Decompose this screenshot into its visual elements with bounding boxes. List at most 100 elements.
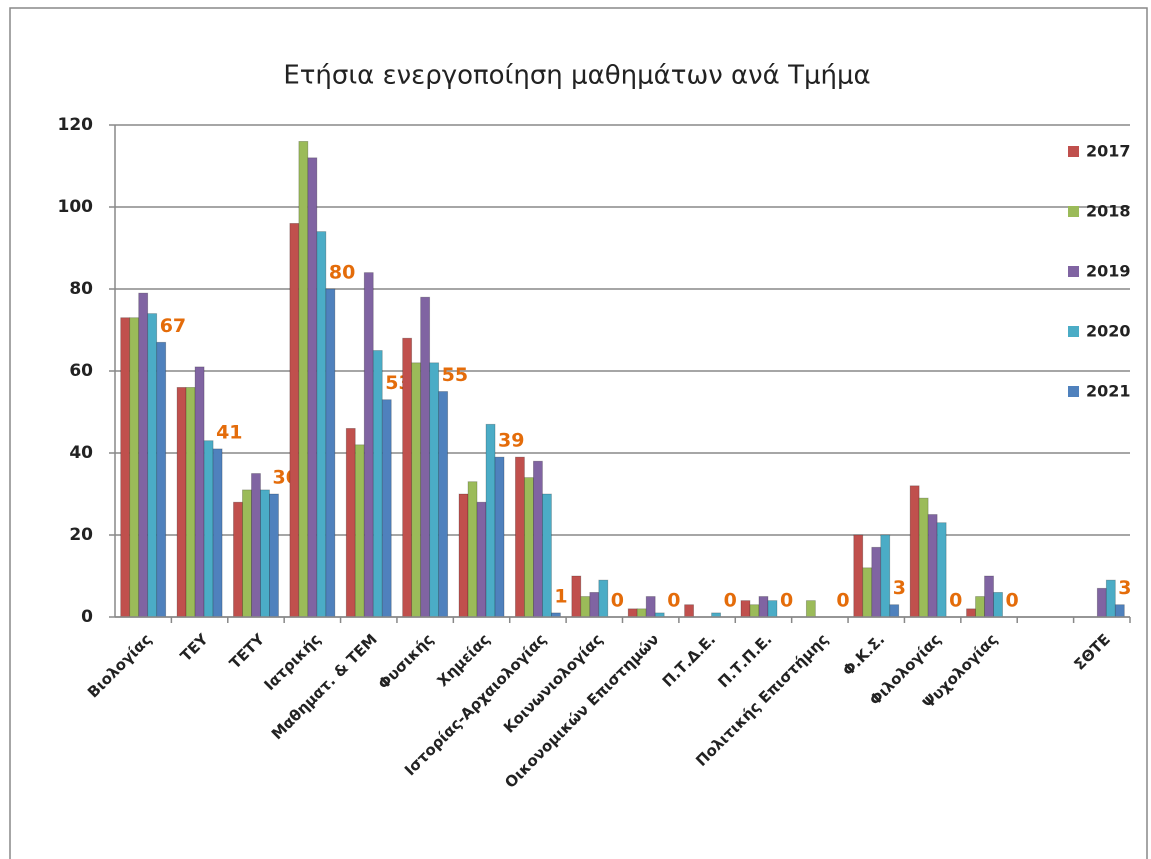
- bar: [684, 604, 694, 618]
- y-tick-label: 60: [69, 361, 93, 381]
- bar: [260, 489, 270, 618]
- bar: [1105, 579, 1116, 618]
- bar: [542, 493, 552, 618]
- bar: [289, 222, 300, 618]
- bar: [515, 456, 525, 618]
- data-label: 1: [554, 585, 567, 607]
- bar: [307, 157, 318, 618]
- bar: [176, 386, 187, 618]
- bar: [298, 140, 309, 618]
- data-label: 41: [216, 421, 242, 443]
- bar: [889, 604, 900, 618]
- bar: [212, 448, 223, 618]
- bar: [993, 592, 1003, 618]
- bar: [363, 272, 374, 618]
- data-label: 0: [780, 590, 793, 612]
- legend-swatch: [1068, 266, 1079, 277]
- bar: [156, 341, 167, 618]
- bar: [936, 522, 947, 618]
- bar: [927, 514, 938, 618]
- bar: [411, 362, 422, 618]
- bar: [627, 608, 638, 618]
- bar: [438, 391, 449, 618]
- bar: [402, 337, 413, 618]
- bar: [805, 600, 816, 618]
- bar: [269, 493, 279, 618]
- legend-label: 2020: [1086, 322, 1131, 341]
- bar: [758, 596, 769, 618]
- bar: [749, 604, 760, 618]
- y-tick-label: 20: [69, 525, 93, 545]
- legend-label: 2018: [1086, 202, 1131, 221]
- bar: [909, 485, 920, 618]
- data-label: 55: [442, 364, 468, 386]
- legend-swatch: [1068, 386, 1079, 397]
- bar: [467, 481, 478, 618]
- data-label: 0: [667, 590, 680, 612]
- legend-label: 2017: [1086, 142, 1131, 161]
- bar: [524, 477, 534, 618]
- bar: [185, 386, 196, 618]
- chart-title: Ετήσια ενεργοποίηση μαθημάτων ανά Τμήμα: [283, 61, 870, 91]
- legend-swatch: [1068, 206, 1079, 217]
- legend-label: 2019: [1086, 262, 1131, 281]
- data-label: 0: [724, 590, 737, 612]
- bar: [354, 444, 365, 618]
- data-label: 0: [611, 590, 624, 612]
- y-tick-label: 120: [58, 115, 94, 135]
- bar: [533, 460, 543, 618]
- bar: [420, 296, 431, 618]
- bar: [251, 473, 261, 618]
- bar: [194, 366, 205, 618]
- bar: [120, 317, 131, 618]
- bar: [1096, 587, 1107, 618]
- bar: [345, 427, 356, 618]
- bar: [138, 292, 149, 618]
- y-tick-label: 0: [81, 607, 93, 627]
- bar: [740, 600, 751, 618]
- data-label: 80: [329, 262, 355, 284]
- bar: [485, 423, 496, 618]
- data-label: 0: [836, 590, 849, 612]
- y-tick-label: 40: [69, 443, 93, 463]
- legend-swatch: [1068, 146, 1079, 157]
- bar: [429, 362, 440, 618]
- bar: [571, 575, 582, 618]
- bar: [494, 456, 505, 618]
- bar: [203, 440, 214, 618]
- bar: [147, 313, 158, 618]
- bar: [918, 497, 929, 618]
- bar: [476, 501, 487, 618]
- bar: [580, 596, 591, 618]
- bar: [853, 534, 864, 618]
- bar: [233, 501, 243, 618]
- bar: [984, 575, 994, 618]
- bar: [645, 596, 656, 618]
- bar: [458, 493, 469, 618]
- bar: [589, 592, 600, 618]
- bar: [871, 546, 882, 618]
- bar: [966, 608, 976, 618]
- legend-swatch: [1068, 326, 1079, 337]
- bar: [880, 534, 891, 618]
- bar: [767, 600, 778, 618]
- y-tick-label: 80: [69, 279, 93, 299]
- data-label: 0: [949, 590, 962, 612]
- y-tick-label: 100: [58, 197, 94, 217]
- data-label: 39: [498, 430, 524, 452]
- data-label: 3: [1118, 577, 1131, 599]
- legend-label: 2021: [1086, 382, 1131, 401]
- bar: [862, 567, 873, 618]
- bar: [129, 317, 140, 618]
- bar: [975, 596, 985, 618]
- data-label: 0: [1006, 590, 1019, 612]
- bar: [242, 489, 252, 618]
- bar: [316, 231, 327, 618]
- bar: [598, 579, 609, 618]
- bar: [325, 288, 336, 618]
- bar: [636, 608, 647, 618]
- data-label: 67: [160, 315, 186, 337]
- bar: [381, 399, 392, 618]
- data-label: 3: [893, 577, 906, 599]
